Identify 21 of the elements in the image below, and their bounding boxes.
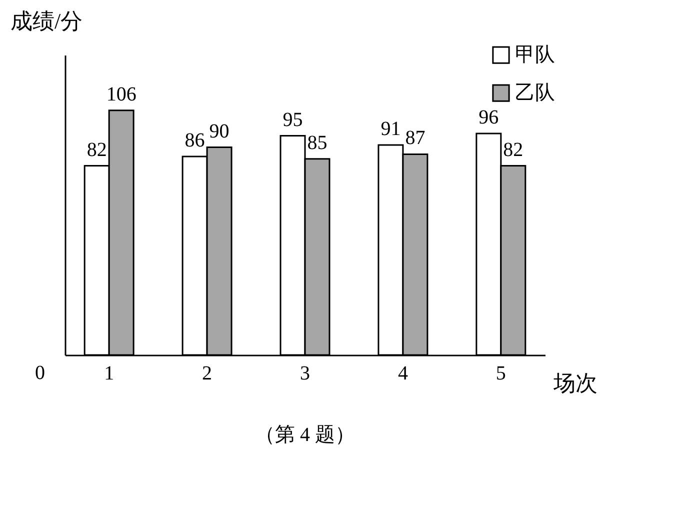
y-axis-title: 成绩/分	[10, 8, 83, 34]
x-tick-label: 4	[398, 362, 408, 384]
data-label: 82	[503, 138, 524, 161]
legend-label: 甲队	[515, 44, 555, 66]
data-label: 82	[86, 138, 107, 161]
data-label: 91	[380, 118, 401, 140]
data-label: 95	[282, 108, 303, 131]
data-label: 86	[184, 130, 205, 152]
legend-label: 乙队	[515, 82, 555, 104]
data-label: 106	[106, 83, 136, 106]
x-axis-title: 场次	[552, 370, 598, 396]
text: （第 4 题）	[255, 424, 355, 446]
x-tick-label: 3	[300, 362, 310, 384]
data-label: 96	[478, 106, 499, 128]
x-tick-label: 2	[202, 362, 212, 384]
data-label: 90	[209, 120, 230, 142]
text: 0	[35, 362, 45, 384]
x-tick-label: 1	[104, 362, 114, 384]
x-tick-label: 5	[496, 362, 506, 384]
data-label: 87	[405, 127, 426, 150]
data-label: 85	[307, 132, 328, 154]
